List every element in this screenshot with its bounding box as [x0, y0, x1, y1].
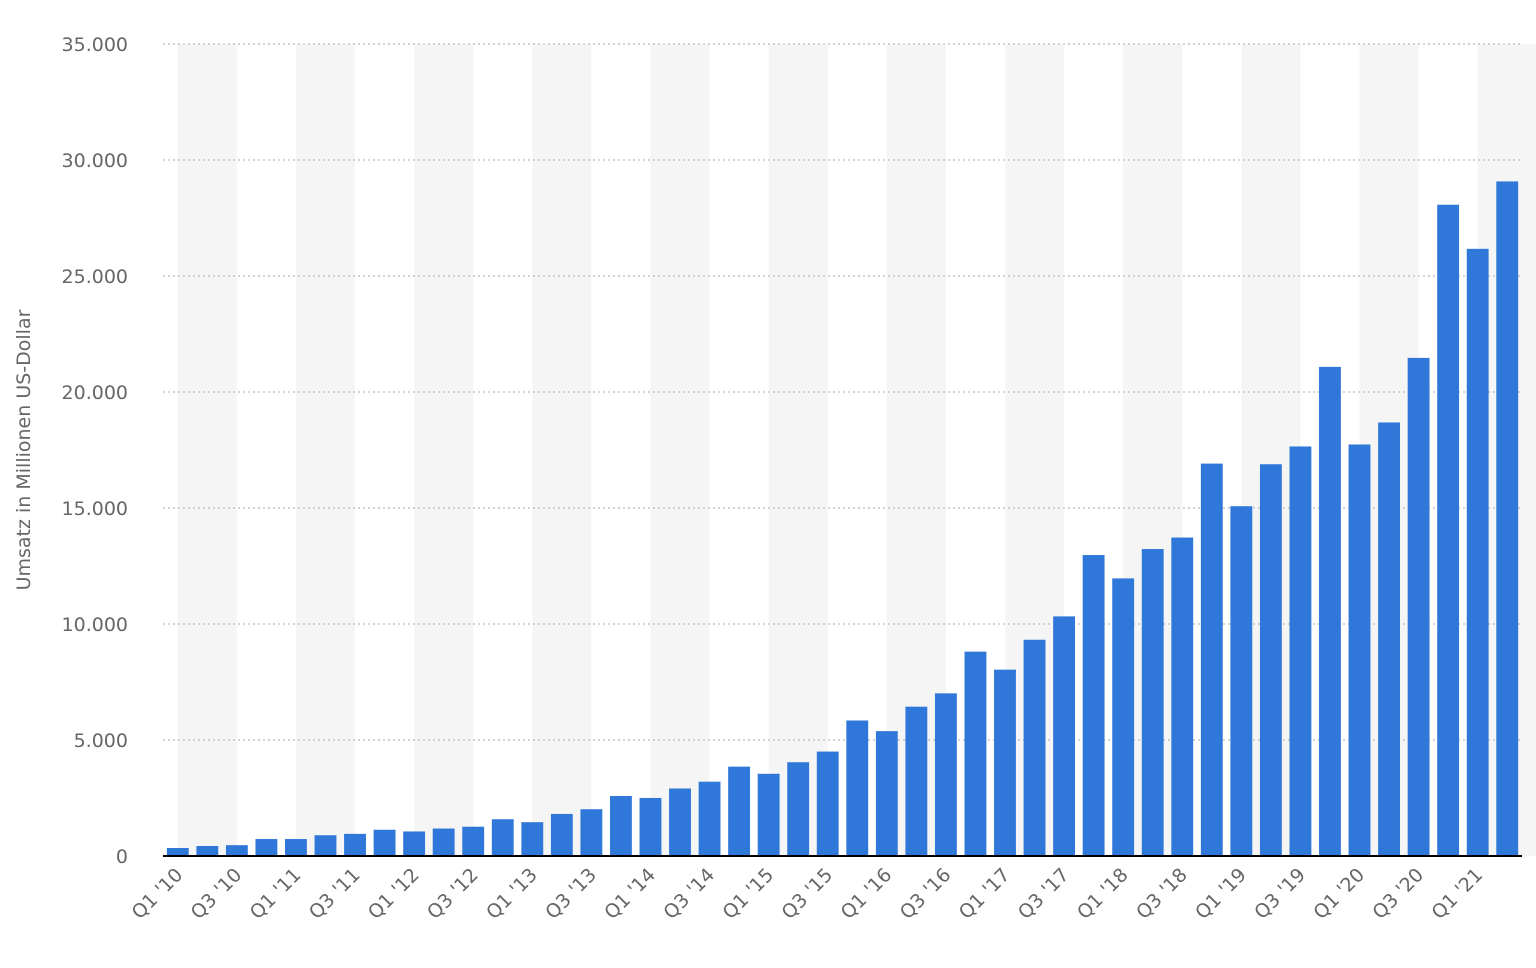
x-tick-label: Q1 '17: [955, 864, 1015, 924]
bar: [1200, 463, 1223, 856]
bar: [550, 813, 573, 856]
bar: [580, 809, 603, 856]
bar: [432, 828, 455, 856]
bar: [669, 788, 691, 856]
bar: [757, 773, 780, 856]
x-tick-label: Q3 '14: [659, 864, 719, 924]
x-tick-label: Q1 '16: [837, 864, 897, 924]
bar: [1496, 181, 1519, 857]
bar: [905, 706, 928, 856]
stripe: [768, 44, 828, 856]
bar: [934, 693, 957, 856]
bar: [698, 781, 721, 856]
bar: [1023, 639, 1046, 856]
x-tick-label: Q3 '10: [187, 864, 247, 924]
bar: [875, 731, 898, 856]
bar: [1141, 549, 1164, 856]
x-tick-label: Q3 '11: [305, 864, 365, 924]
y-tick-label: 5.000: [74, 730, 128, 752]
bar: [1407, 357, 1430, 856]
bar: [196, 846, 219, 856]
x-tick-label: Q1 '21: [1427, 864, 1487, 924]
x-tick-label: Q1 '20: [1309, 864, 1369, 924]
x-tick-label: Q3 '17: [1014, 864, 1074, 924]
bar: [1053, 616, 1076, 856]
y-tick-label: 35.000: [62, 34, 128, 56]
x-tick-label: Q1 '13: [482, 864, 542, 924]
y-tick-label: 20.000: [62, 382, 128, 404]
x-tick-label: Q3 '16: [896, 864, 956, 924]
bar: [521, 822, 544, 856]
x-tick-label: Q3 '20: [1368, 864, 1428, 924]
stripe: [177, 44, 237, 856]
bar: [1259, 464, 1282, 856]
bar: [255, 839, 278, 856]
x-tick-label: Q3 '12: [423, 864, 483, 924]
bar: [314, 835, 337, 856]
bar: [1112, 578, 1135, 856]
bar: [787, 762, 810, 856]
bar: [1319, 366, 1341, 856]
bar: [491, 819, 514, 856]
y-tick-label: 10.000: [62, 614, 128, 636]
x-tick-label: Q3 '19: [1250, 864, 1310, 924]
x-tick-label: Q1 '15: [718, 864, 778, 924]
bar: [609, 796, 632, 856]
x-tick-label: Q1 '19: [1191, 864, 1251, 924]
bar: [462, 826, 485, 856]
bar: [373, 829, 396, 856]
y-tick-label: 0: [116, 846, 128, 868]
y-tick-label: 15.000: [62, 498, 128, 520]
y-axis-title: Umsatz in Millionen US-Dollar: [13, 309, 35, 590]
x-tick-label: Q3 '18: [1132, 864, 1192, 924]
bar: [166, 847, 189, 856]
x-tick-label: Q3 '15: [778, 864, 838, 924]
x-tick-label: Q1 '14: [600, 864, 660, 924]
stripe: [414, 44, 474, 856]
bar: [1082, 555, 1105, 856]
bar: [639, 797, 662, 856]
bar: [846, 720, 869, 856]
bar: [1348, 444, 1371, 856]
stripe: [532, 44, 592, 856]
bar: [1378, 422, 1400, 856]
bar: [964, 651, 987, 856]
bar: [728, 766, 751, 856]
y-tick-label: 25.000: [62, 266, 128, 288]
bar: [1437, 204, 1460, 856]
bar: [1289, 446, 1312, 856]
bar: [285, 839, 307, 856]
bar: [344, 833, 366, 856]
stripe: [295, 44, 356, 856]
x-tick-label: Q1 '10: [128, 864, 188, 924]
x-tick-label: Q3 '13: [541, 864, 601, 924]
stripe: [650, 44, 710, 856]
bar: [994, 669, 1016, 856]
bar: [816, 751, 839, 856]
bar: [1171, 537, 1194, 856]
x-tick-label: Q1 '18: [1073, 864, 1133, 924]
bar: [1466, 248, 1489, 857]
y-tick-label: 30.000: [62, 150, 128, 172]
bar: [1230, 506, 1253, 856]
x-tick-label: Q1 '11: [246, 864, 306, 924]
x-tick-label: Q1 '12: [364, 864, 424, 924]
bar: [403, 831, 426, 856]
bar: [225, 845, 248, 856]
